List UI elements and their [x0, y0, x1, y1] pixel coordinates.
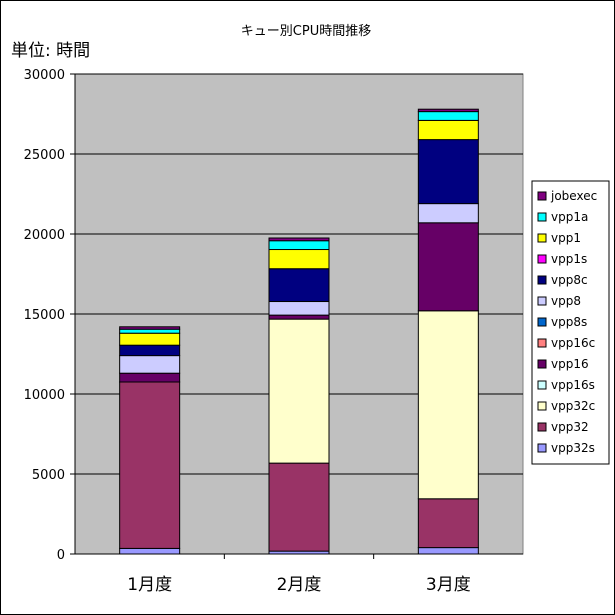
legend-swatch-vpp16s: [537, 380, 547, 390]
legend-label-vpp8: vpp8: [551, 294, 581, 308]
bar-segment-vpp16: [119, 372, 181, 383]
legend-swatch-vpp8: [537, 296, 547, 306]
legend-swatch-vpp1a: [537, 212, 547, 222]
legend-swatch-vpp32c: [537, 401, 547, 411]
legend-label-vpp32: vpp32: [551, 420, 589, 434]
y-tick-label: 10000: [24, 388, 65, 403]
legend-swatch-vpp32: [537, 422, 547, 432]
legend-label-jobexec: jobexec: [550, 189, 597, 203]
legend-label-vpp16s: vpp16s: [551, 378, 595, 392]
y-tick-labels: 0 5000 10000 15000 20000 25000 30000: [24, 68, 65, 563]
bar-segment-vpp32: [417, 498, 479, 549]
y-tick-label: 30000: [24, 68, 65, 83]
legend-label-vpp1a: vpp1a: [551, 210, 588, 224]
x-tick-label: 2月度: [277, 575, 322, 595]
bar-segment-jobexec: [417, 108, 479, 113]
x-tick-labels: 1月度 2月度 3月度: [127, 575, 470, 595]
y-tick-label: 5000: [32, 468, 65, 483]
legend-swatch-jobexec: [537, 191, 547, 201]
legend-swatch-vpp8c: [537, 275, 547, 285]
bar-segment-vpp1: [417, 119, 479, 141]
legend-label-vpp32c: vpp32c: [551, 399, 595, 413]
bar-segment-vpp32s: [417, 547, 479, 555]
bar-segment-vpp16: [417, 222, 479, 312]
chart-title: キュー別CPU時間推移: [241, 24, 371, 39]
bar-segment-vpp1: [268, 249, 330, 270]
legend-label-vpp1s: vpp1s: [551, 252, 587, 266]
bar-segment-vpp8: [268, 301, 330, 316]
legend-label-vpp16c: vpp16c: [551, 336, 595, 350]
legend-label-vpp16: vpp16: [551, 357, 589, 371]
bar-segment-jobexec: [268, 237, 330, 242]
bar-segment-vpp32: [268, 462, 330, 552]
legend: jobexec vpp1a vpp1 vpp1s vpp8c vpp8 vpp8s vpp16…: [531, 180, 610, 465]
y-tick-label: 15000: [24, 308, 65, 323]
legend-label-vpp1: vpp1: [551, 231, 581, 245]
x-tick-label: 1月度: [127, 575, 172, 595]
bar-segment-vpp32c: [268, 318, 330, 464]
bars: [119, 108, 479, 559]
y-tick-label: 20000: [24, 228, 65, 243]
legend-swatch-vpp8s: [537, 317, 547, 327]
legend-label-vpp32s: vpp32s: [551, 441, 595, 455]
legend-swatch-vpp16: [537, 359, 547, 369]
bar-segment-vpp32c: [417, 310, 479, 500]
legend-label-vpp8s: vpp8s: [551, 315, 587, 329]
bar-segment-vpp8c: [268, 268, 330, 303]
bar-segment-vpp1a: [417, 111, 479, 121]
x-tick-label: 3月度: [426, 575, 471, 595]
legend-swatch-vpp32s: [537, 443, 547, 453]
bar-segment-vpp1a: [119, 328, 181, 334]
bar-segment-vpp1a: [268, 240, 330, 251]
bar-segment-vpp16: [268, 314, 330, 320]
y-tick-label: 25000: [24, 148, 65, 163]
bar-segment-vpp8c: [119, 344, 181, 357]
bar-segment-vpp1: [119, 332, 181, 346]
unit-label: 単位: 時間: [11, 41, 90, 61]
bar-segment-jobexec: [119, 326, 181, 330]
legend-swatch-vpp1s: [537, 254, 547, 264]
y-tick-label: 0: [57, 548, 65, 563]
bar-segment-vpp8: [119, 355, 181, 374]
bar-segment-vpp32: [119, 381, 181, 549]
bar-segment-vpp32s: [119, 547, 181, 555]
legend-swatch-vpp16c: [537, 338, 547, 348]
legend-swatch-vpp1: [537, 233, 547, 243]
bar-segment-vpp8c: [417, 139, 479, 205]
legend-label-vpp8c: vpp8c: [551, 273, 588, 287]
bar-segment-vpp8: [417, 203, 479, 224]
